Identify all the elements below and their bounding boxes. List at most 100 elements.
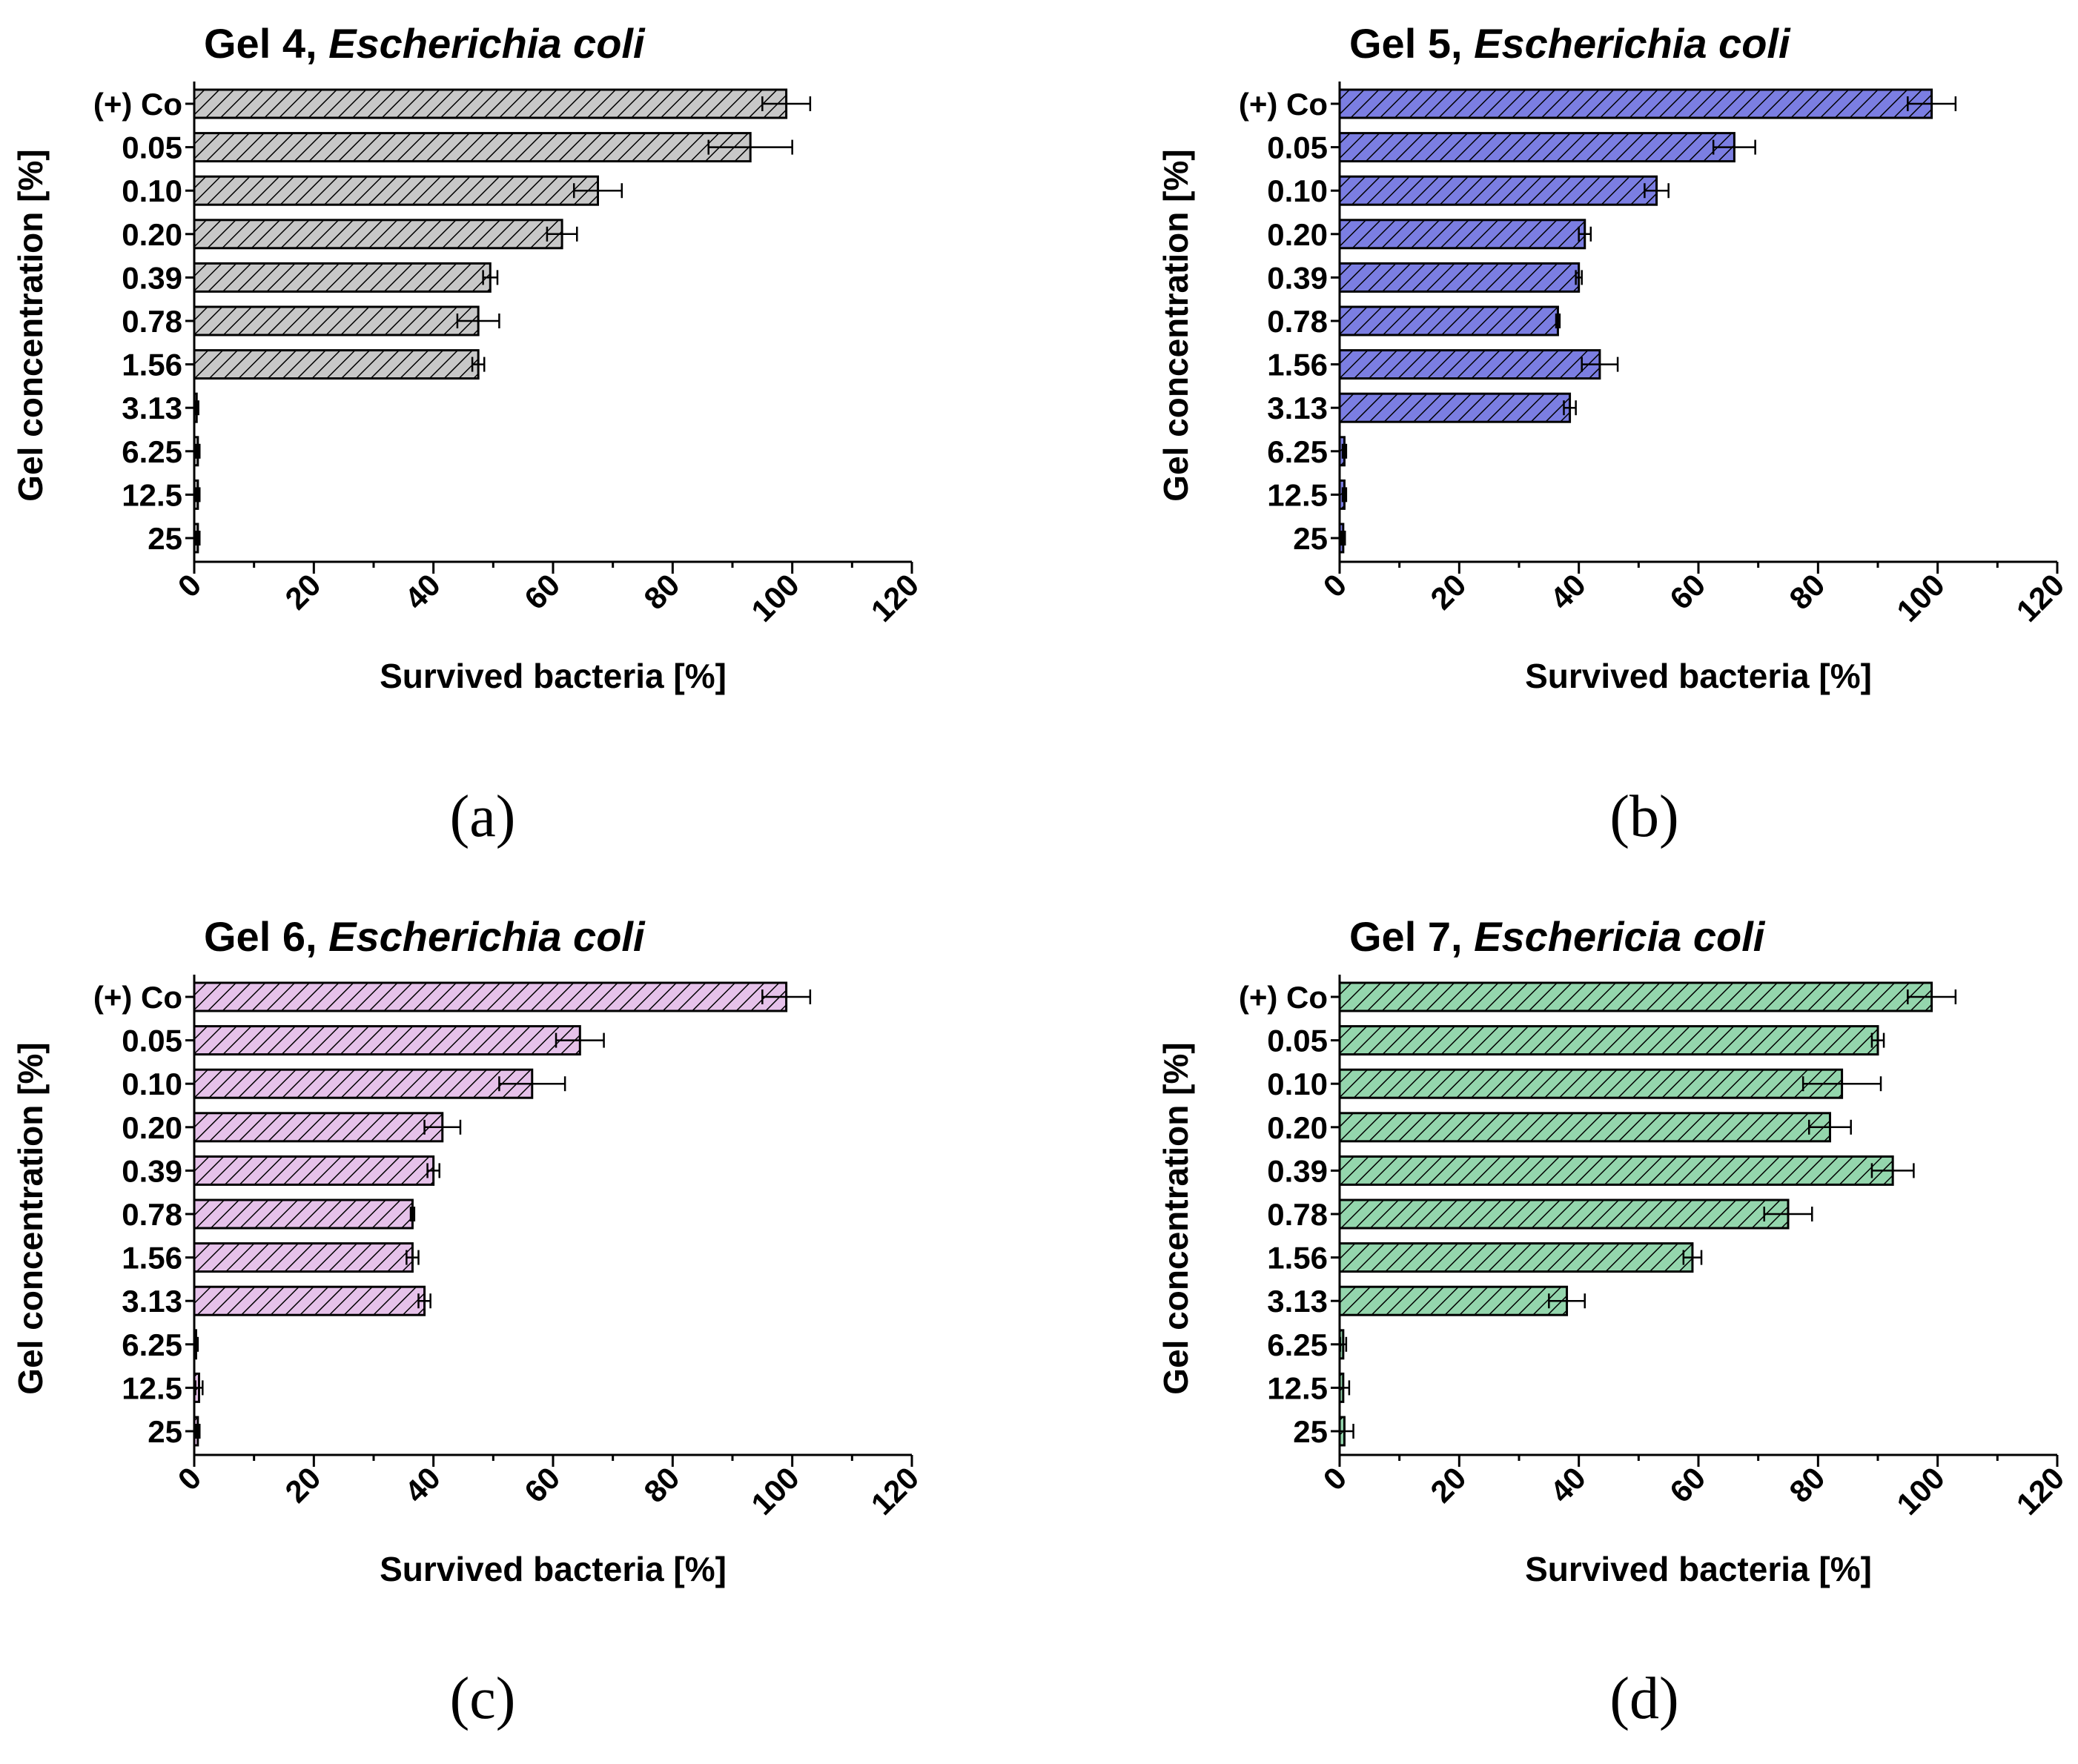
x-tick-label: 100 bbox=[1890, 1460, 1951, 1522]
y-tick-label: 0.39 bbox=[122, 260, 182, 295]
x-tick-label: 0 bbox=[171, 567, 208, 604]
x-tick-label: 40 bbox=[1543, 567, 1592, 616]
y-tick-label: 25 bbox=[148, 521, 182, 556]
bar bbox=[1338, 981, 1933, 1012]
panel-label: (a) bbox=[450, 784, 516, 849]
bar bbox=[1338, 1198, 1790, 1230]
chart-title: Gel 5, Escherichia coli bbox=[1349, 20, 1791, 67]
chart-panel-b: Gel 5, Escherichia coli (+) Co 0.05 0.10 0.2… bbox=[1157, 20, 2071, 849]
bar bbox=[1338, 1068, 1844, 1099]
chart-panel-c: Gel 6, Escherichia coli (+) Co 0.05 0.10 0.2… bbox=[11, 913, 925, 1731]
y-tick-label: 0.39 bbox=[1267, 260, 1328, 295]
chart-title-prefix: Gel 4, bbox=[204, 20, 328, 67]
bar bbox=[193, 262, 492, 293]
x-axis-label: Survived bacteria [%] bbox=[380, 657, 727, 695]
y-tick-label: 0.20 bbox=[1267, 217, 1328, 252]
x-tick-label: 40 bbox=[398, 567, 447, 616]
chart-title-species: Eschericia coli bbox=[1474, 913, 1766, 960]
bar bbox=[1338, 305, 1559, 336]
bar bbox=[1338, 1112, 1831, 1143]
y-tick-label: 25 bbox=[1293, 1414, 1328, 1449]
x-tick-label: 100 bbox=[744, 1460, 806, 1522]
bar bbox=[193, 175, 599, 206]
y-tick-label: (+) Co bbox=[1239, 87, 1328, 122]
y-tick-label: 0.05 bbox=[122, 1024, 182, 1058]
y-tick-label: 0.78 bbox=[1267, 1197, 1328, 1232]
y-tick-label: (+) Co bbox=[1239, 980, 1328, 1015]
bar bbox=[1338, 219, 1586, 250]
x-tick-label: 60 bbox=[1663, 1460, 1712, 1509]
chart-panel-a: Gel 4, Escherichia coli (+) Co 0.05 0.10 0.2… bbox=[11, 20, 925, 849]
y-tick-label: 0.78 bbox=[1267, 304, 1328, 339]
bar bbox=[1338, 1242, 1694, 1273]
x-tick-label: 60 bbox=[517, 567, 566, 616]
y-axis-label: Gel concentration [%] bbox=[1157, 149, 1195, 501]
y-tick-label: 0.20 bbox=[122, 1110, 182, 1145]
y-tick-label: 6.25 bbox=[1267, 1327, 1328, 1362]
chart-title-species: Escherichia coli bbox=[328, 913, 646, 960]
y-tick-label: 25 bbox=[148, 1414, 182, 1449]
bar bbox=[193, 349, 480, 380]
y-tick-label: (+) Co bbox=[93, 980, 182, 1015]
y-tick-label: 25 bbox=[1293, 521, 1328, 556]
chart-title-prefix: Gel 6, bbox=[204, 913, 328, 960]
bar bbox=[193, 305, 480, 336]
y-tick-label: 0.05 bbox=[122, 130, 182, 165]
y-tick-label: 0.10 bbox=[122, 173, 182, 208]
bar bbox=[1338, 132, 1735, 163]
y-tick-label: 0.78 bbox=[122, 304, 182, 339]
y-tick-label: 3.13 bbox=[1267, 391, 1328, 425]
y-tick-label: 1.56 bbox=[1267, 1241, 1328, 1276]
x-tick-label: 100 bbox=[1890, 567, 1951, 629]
y-tick-label: 0.39 bbox=[1267, 1153, 1328, 1188]
y-tick-label: 0.20 bbox=[1267, 1110, 1328, 1145]
x-tick-label: 20 bbox=[278, 567, 327, 616]
chart-title-prefix: Gel 5, bbox=[1349, 20, 1474, 67]
x-tick-label: 80 bbox=[1782, 1460, 1831, 1509]
y-tick-label: 3.13 bbox=[122, 1284, 182, 1319]
bar bbox=[1338, 175, 1658, 206]
y-axis-label: Gel concentration [%] bbox=[11, 1042, 50, 1394]
bar bbox=[1338, 1155, 1894, 1186]
y-tick-label: (+) Co bbox=[93, 87, 182, 122]
chart-title: Gel 7, Eschericia coli bbox=[1349, 913, 1766, 960]
y-axis-label: Gel concentration [%] bbox=[11, 149, 50, 501]
x-tick-label: 40 bbox=[1543, 1460, 1592, 1509]
x-tick-label: 60 bbox=[1663, 567, 1712, 616]
x-tick-label: 80 bbox=[637, 567, 686, 616]
chart-title-prefix: Gel 7, bbox=[1349, 913, 1474, 960]
x-axis-label: Survived bacteria [%] bbox=[1525, 657, 1872, 695]
x-tick-label: 0 bbox=[1317, 567, 1354, 604]
y-tick-label: 3.13 bbox=[122, 391, 182, 425]
x-tick-label: 0 bbox=[1317, 1460, 1354, 1497]
panel-label: (c) bbox=[450, 1666, 516, 1731]
x-tick-label: 120 bbox=[864, 1460, 926, 1522]
y-tick-label: 3.13 bbox=[1267, 1284, 1328, 1319]
y-tick-label: 12.5 bbox=[122, 477, 182, 512]
bar bbox=[1338, 392, 1572, 423]
y-tick-label: 6.25 bbox=[122, 434, 182, 469]
y-tick-label: 6.25 bbox=[122, 1327, 182, 1362]
bar bbox=[193, 1068, 534, 1099]
bar bbox=[193, 88, 788, 119]
y-tick-label: 0.20 bbox=[122, 217, 182, 252]
chart-title: Gel 4, Escherichia coli bbox=[204, 20, 646, 67]
bar bbox=[193, 1242, 414, 1273]
y-tick-label: 0.05 bbox=[1267, 1024, 1328, 1058]
bar bbox=[193, 1198, 414, 1230]
bar bbox=[1338, 88, 1933, 119]
chart-title: Gel 6, Escherichia coli bbox=[204, 913, 646, 960]
bar bbox=[193, 1025, 581, 1056]
y-tick-label: 6.25 bbox=[1267, 434, 1328, 469]
bar bbox=[193, 1155, 435, 1186]
y-tick-label: 1.56 bbox=[122, 1241, 182, 1276]
y-tick-label: 12.5 bbox=[1267, 477, 1328, 512]
bar bbox=[193, 1285, 426, 1316]
bar bbox=[1338, 262, 1581, 293]
x-tick-label: 80 bbox=[1782, 567, 1831, 616]
y-tick-label: 12.5 bbox=[1267, 1370, 1328, 1405]
x-tick-label: 0 bbox=[171, 1460, 208, 1497]
x-tick-label: 80 bbox=[637, 1460, 686, 1509]
panel-label: (d) bbox=[1609, 1666, 1678, 1731]
